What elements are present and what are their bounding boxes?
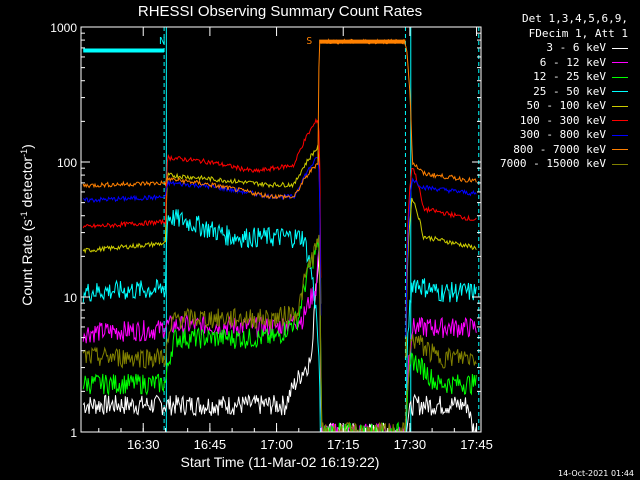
series-line-8 <box>82 234 477 432</box>
y-tick-label-3: 1000 <box>50 21 77 35</box>
x-tick-label-1: 16:45 <box>194 437 227 452</box>
legend-entry: 100 - 300 keV <box>468 114 628 129</box>
legend-entry: 300 - 800 keV <box>468 128 628 143</box>
legend-label: 3 - 6 keV <box>546 41 606 54</box>
legend-label: 100 - 300 keV <box>519 113 606 127</box>
legend-swatch <box>612 120 628 122</box>
y-tick-label-2: 100 <box>57 156 77 170</box>
x-tick-label-0: 16:30 <box>127 437 160 452</box>
generation-timestamp: 14-Oct-2021 01:44 <box>558 469 634 478</box>
legend-label: 6 - 12 keV <box>539 55 606 69</box>
x-tick-label-4: 17:30 <box>394 437 427 452</box>
legend-entry: 3 - 6 keV <box>468 41 628 56</box>
legend-entry: 6 - 12 keV <box>468 56 628 71</box>
legend-entry: 7000 - 15000 keV <box>468 157 628 172</box>
legend-label: 12 - 25 keV <box>533 70 606 83</box>
series-line-2 <box>82 238 477 432</box>
legend-label: 50 - 100 keV <box>526 99 606 112</box>
y-tick-label-0: 1 <box>70 426 77 440</box>
legend-entry: 12 - 25 keV <box>468 70 628 85</box>
legend-swatch <box>612 76 628 78</box>
legend-entry: 50 - 100 keV <box>468 99 628 114</box>
legend-swatch <box>612 149 628 151</box>
series-line-0 <box>82 254 477 432</box>
legend-swatch <box>612 105 628 107</box>
plot-frame <box>80 26 482 433</box>
y-tick-label-1: 10 <box>64 291 78 305</box>
x-tick-label-3: 17:15 <box>327 437 360 452</box>
legend-swatch <box>612 91 628 93</box>
series-line-1 <box>82 248 477 432</box>
series-line-4 <box>82 144 477 358</box>
legend-entry: 800 - 7000 keV <box>468 143 628 158</box>
marker-label-0: N <box>159 36 165 47</box>
legend-label: 25 - 50 keV <box>533 84 606 98</box>
series-line-5 <box>82 117 477 324</box>
series-line-7 <box>82 37 477 201</box>
legend-label: 7000 - 15000 keV <box>500 157 606 170</box>
legend-header-1: Det 1,3,4,5,6,9, <box>522 12 628 25</box>
legend-swatch <box>612 163 628 165</box>
legend-swatch <box>612 134 628 136</box>
y-axis-label: Count Rate (s-1 detector-1) <box>19 144 35 306</box>
series-line-3 <box>82 209 477 432</box>
chart-legend: Det 1,3,4,5,6,9, FDecim 1, Att 1 3 - 6 k… <box>468 12 628 172</box>
marker-label-1: S <box>306 36 312 47</box>
legend-swatch <box>612 47 628 49</box>
x-tick-label-2: 17:00 <box>260 437 293 452</box>
legend-header-2: FDecim 1, Att 1 <box>528 26 628 40</box>
x-tick-label-5: 17:45 <box>460 437 493 452</box>
legend-swatch <box>612 62 628 64</box>
x-axis-label: Start Time (11-Mar-02 16:19:22) <box>181 454 380 470</box>
legend-entry: 25 - 50 keV <box>468 85 628 100</box>
legend-label: 800 - 7000 keV <box>513 142 606 156</box>
chart-title: RHESSI Observing Summary Count Rates <box>138 3 422 20</box>
legend-label: 300 - 800 keV <box>519 128 606 141</box>
